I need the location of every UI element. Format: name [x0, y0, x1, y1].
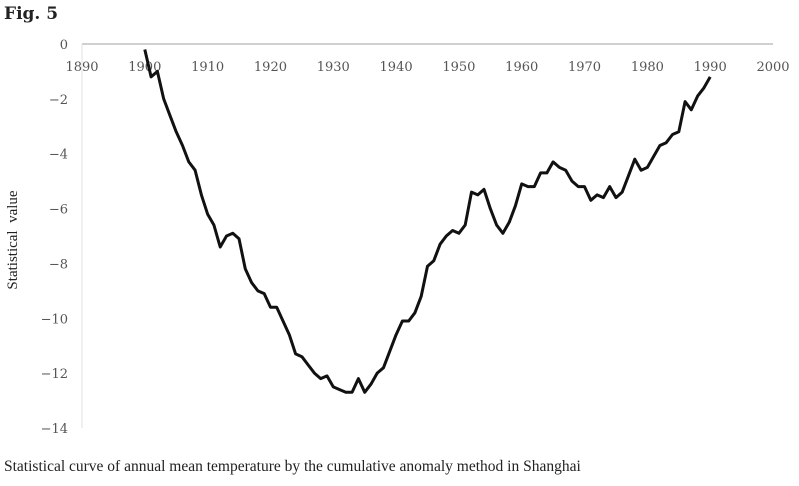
x-tick-label: 1910: [191, 60, 224, 75]
x-tick-label: 1960: [505, 60, 538, 75]
x-tick-label: 1940: [380, 60, 413, 75]
x-tick-label: 2000: [756, 60, 789, 75]
y-tick-label: −4: [49, 148, 68, 163]
x-tick-label: 1950: [442, 60, 475, 75]
y-tick-label: −8: [49, 257, 68, 272]
x-tick-label: 1900: [128, 60, 161, 75]
y-tick-label: −2: [49, 93, 68, 108]
y-tick-label: −10: [41, 312, 68, 327]
y-tick-label: 0: [60, 38, 68, 53]
figure-caption: Statistical curve of annual mean tempera…: [4, 458, 581, 475]
x-tick-label: 1990: [694, 60, 727, 75]
x-tick-label: 1920: [254, 60, 287, 75]
y-tick-label: −12: [41, 367, 68, 382]
y-tick-label: −6: [49, 203, 68, 218]
x-tick-label: 1970: [568, 60, 601, 75]
figure-label: Fig. 5: [4, 4, 59, 24]
series-line: [143, 49, 712, 394]
x-tick-label: 1930: [317, 60, 350, 75]
y-tick-label: −14: [41, 422, 68, 437]
x-tick-label: 1980: [631, 60, 664, 75]
y-axis-title: Statistical value: [5, 190, 21, 289]
line-chart: 0−2−4−6−8−10−12−14 1890 1900 1910 1920 1930 1…: [5, 38, 790, 437]
